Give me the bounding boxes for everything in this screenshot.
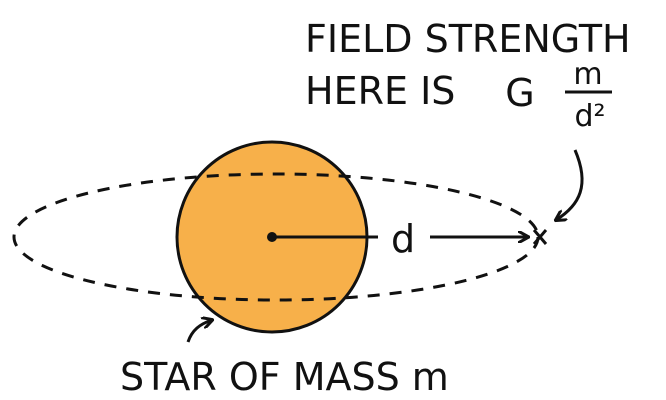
caption-arrow xyxy=(556,150,582,220)
star-arrow xyxy=(188,320,212,342)
distance-label: d xyxy=(391,217,415,261)
formula-denominator: d² xyxy=(574,99,605,134)
diagram: d FIELD STRENGTH HERE IS G m d² STAR OF … xyxy=(0,0,666,400)
point-marker xyxy=(534,230,546,244)
caption-line1: FIELD STRENGTH xyxy=(305,17,631,61)
formula-constant: G xyxy=(505,71,534,115)
formula-numerator: m xyxy=(573,57,602,92)
caption-line2: HERE IS xyxy=(305,69,455,113)
star-label: STAR OF MASS m xyxy=(120,355,449,399)
